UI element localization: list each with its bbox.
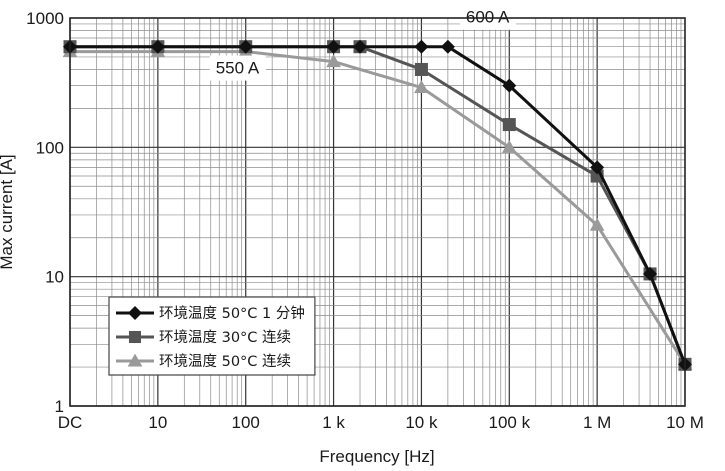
- annotations: 600 A 550 A: [209, 4, 517, 81]
- diamond-marker: [414, 39, 429, 54]
- x-tick-label: 10 k: [405, 413, 438, 432]
- diamond-marker: [150, 39, 165, 54]
- x-tick-label: 100 k: [488, 413, 530, 432]
- x-tick-label: DC: [58, 413, 83, 432]
- diamond-marker: [238, 39, 253, 54]
- plot-frame: [69, 17, 686, 407]
- legend-item: 环境温度 30°C 连续: [116, 328, 291, 346]
- square-marker: [502, 118, 516, 132]
- legend-item: 环境温度 50°C 1 分钟: [116, 304, 305, 322]
- diamond-marker: [326, 39, 341, 54]
- y-tick-label: 1: [55, 397, 64, 416]
- triangle-marker: [326, 54, 341, 68]
- legend-item: 环境温度 50°C 连续: [116, 352, 291, 370]
- series-1: [63, 39, 692, 372]
- annotation: 550 A: [209, 55, 266, 81]
- diamond-marker: [643, 266, 658, 281]
- diamond-marker: [353, 39, 368, 54]
- annotation: 600 A: [459, 4, 517, 30]
- triangle-marker: [589, 217, 605, 231]
- x-tick-label: 1 k: [322, 413, 345, 432]
- annotation-background: [209, 55, 266, 81]
- series-line: [70, 50, 687, 366]
- annotation-label: 550 A: [216, 59, 260, 78]
- legend-label: 环境温度 50°C 连续: [159, 352, 291, 370]
- square-marker: [129, 331, 141, 343]
- diamond-marker: [590, 160, 605, 175]
- y-tick-label: 1000: [26, 9, 64, 28]
- x-tick-label: 100: [232, 413, 260, 432]
- x-tick-label: 10 M: [666, 413, 704, 432]
- square-marker: [414, 62, 428, 76]
- legend-label: 环境温度 50°C 1 分钟: [159, 304, 305, 322]
- y-tick-label: 100: [36, 138, 64, 157]
- triangle-marker: [501, 139, 517, 153]
- tick-labels: DC 10 100 1 k 10 k 100 k 1 M 10 M 1 10 100 1000: [26, 9, 704, 432]
- triangle-marker: [127, 353, 143, 367]
- diamond-marker: [128, 306, 142, 320]
- diamond-marker: [440, 39, 455, 54]
- legend-label: 环境温度 30°C 连续: [159, 328, 291, 346]
- x-tick-label: 1 M: [583, 413, 611, 432]
- annotation-background: [459, 4, 517, 30]
- annotation-label: 600 A: [466, 8, 510, 27]
- triangle-marker: [414, 80, 429, 94]
- y-axis-title: Max current [A]: [0, 154, 16, 269]
- y-tick-label: 10: [45, 268, 64, 287]
- diamond-marker: [502, 78, 517, 93]
- x-tick-label: 10: [148, 413, 167, 432]
- x-axis-title: Frequency [Hz]: [319, 447, 434, 466]
